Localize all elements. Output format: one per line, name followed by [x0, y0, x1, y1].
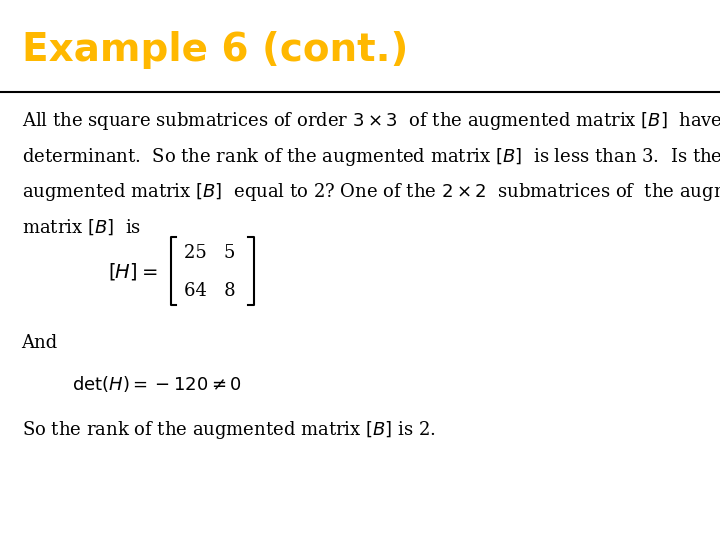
Text: augmented matrix $[B]$  equal to 2? One of the $2\times 2$  submatrices of  the : augmented matrix $[B]$ equal to 2? One o…: [22, 181, 720, 204]
Text: And: And: [22, 334, 58, 352]
Text: So the rank of the augmented matrix $[B]$ is 2.: So the rank of the augmented matrix $[B]…: [22, 419, 436, 441]
Text: matrix $[B]$  is: matrix $[B]$ is: [22, 217, 140, 237]
Text: $[H]=$: $[H]=$: [108, 261, 158, 281]
Text: 25   5: 25 5: [184, 244, 235, 262]
Text: All the square submatrices of order $3\times 3$  of the augmented matrix $[B]$  : All the square submatrices of order $3\t…: [22, 110, 720, 132]
Text: 64   8: 64 8: [184, 282, 235, 300]
Text: Example 6 (cont.): Example 6 (cont.): [22, 31, 408, 70]
Text: $\det(H) = -120 \neq 0$: $\det(H) = -120 \neq 0$: [72, 374, 242, 394]
Text: determinant.  So the rank of the augmented matrix $[B]$  is less than 3.  Is the: determinant. So the rank of the augmente…: [22, 146, 720, 167]
